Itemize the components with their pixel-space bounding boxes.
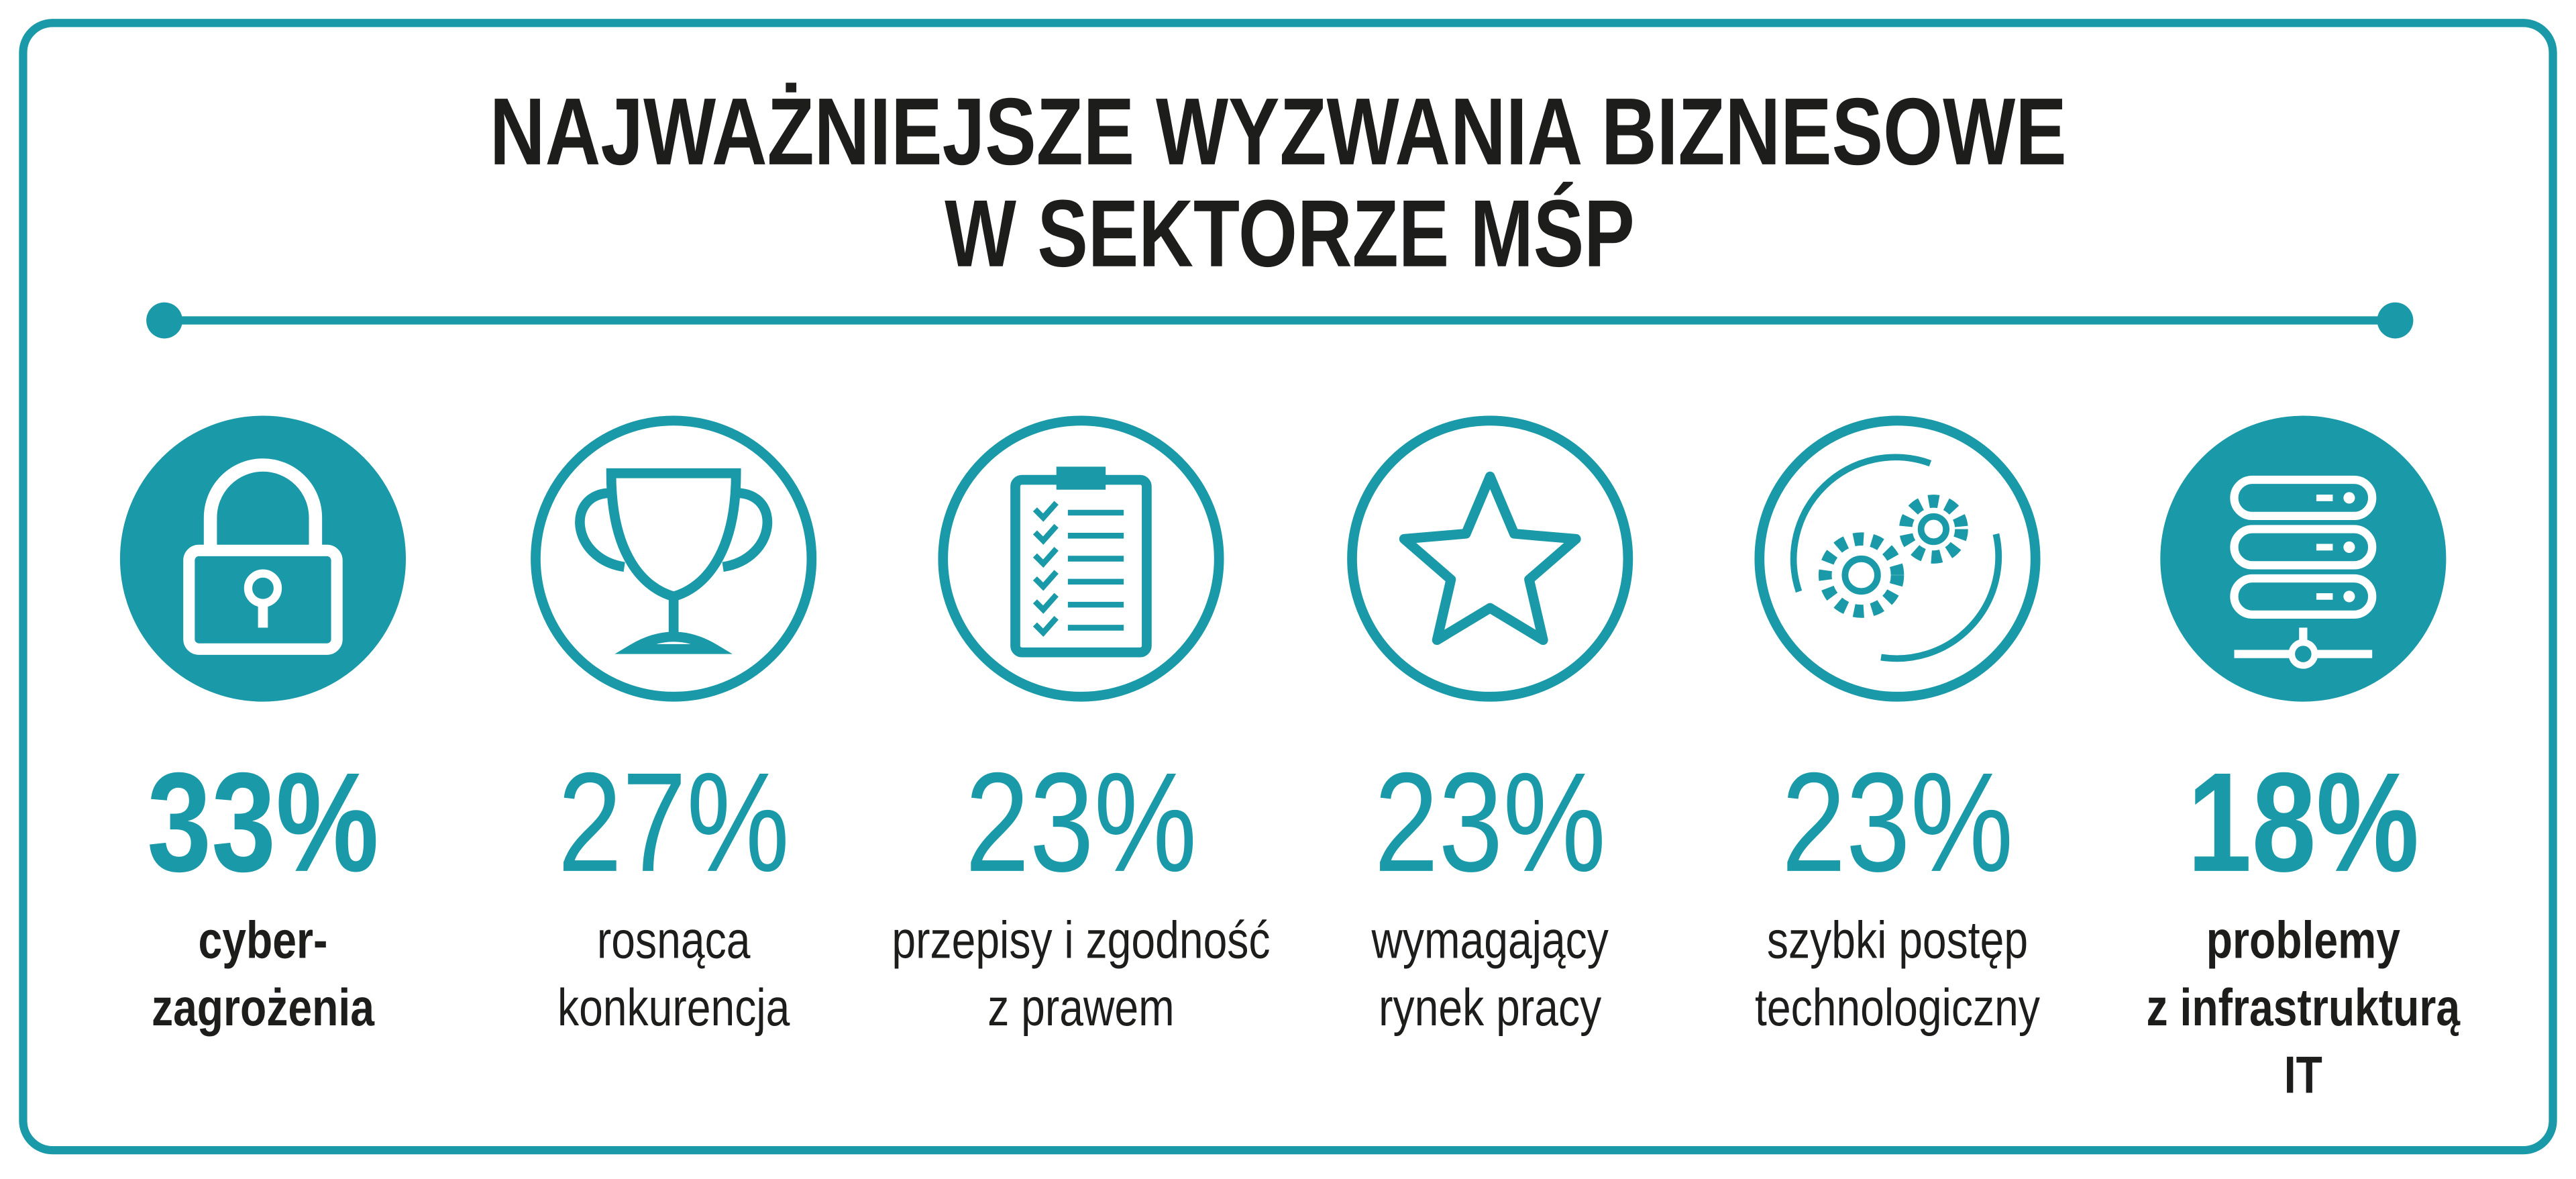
item-label: problemy [2206,911,2400,970]
item-text: 23% przepisy i zgodność z prawem [892,744,1270,1037]
icon-shape [1790,454,2002,662]
item-label: zagrożenia [152,978,375,1037]
item-label: technologiczny [1755,978,2040,1037]
icon-shape [1841,555,1881,595]
item-label: przepisy i zgodność [892,911,1270,970]
item-text: 23% wymagający rynek pracy [1371,744,1609,1037]
divider-dot [2377,302,2414,339]
icon-shape [2230,525,2377,570]
icon-shape [2230,475,2377,521]
icon-shape [1032,501,1124,522]
item-text: 18% problemy z infrastrukturą IT [2147,744,2461,1105]
icon-shape [2343,492,2355,504]
icon-circle [531,415,817,702]
icon-shape [1032,523,1124,545]
icon-shape [1818,532,1904,618]
percent: 33% [147,744,379,901]
item-label: rosnąca [597,911,751,970]
item: 23% wymagający rynek pracy [1347,415,1633,1037]
frame [19,19,2557,1155]
icon-shape [1032,593,1124,614]
item: 23% przepisy i zgodność z prawem [892,415,1271,1037]
item-label: z infrastrukturą [2147,978,2461,1037]
icon-shape [2288,639,2318,669]
item-label: konkurencja [557,978,790,1037]
item-label: rynek pracy [1379,978,1601,1037]
icon-shape [1032,615,1124,637]
item-text: 27% rosnąca konkurencja [557,744,790,1037]
item-label: wymagający [1371,911,1609,970]
icon-shape [2230,574,2377,619]
icon-shape [1032,547,1124,568]
divider-dot [146,302,182,339]
item: 27% rosnąca konkurencja [531,415,817,1037]
item-text: 23% szybki postęp technologiczny [1755,744,2040,1037]
icon-shape [1399,471,1581,646]
item-text: 33% cyber-zagrożenia [147,744,379,1037]
percent: 18% [2188,744,2420,901]
percent: 27% [557,744,790,901]
icon-shape [2343,591,2355,603]
item-label: cyber- [199,911,328,970]
item-label: z prawem [987,978,1174,1037]
item-label: szybki postęp [1767,911,2028,970]
percent: 23% [1782,744,2014,901]
icon-shape [1917,513,1950,546]
icon-circle [1347,415,1633,702]
item: 23% szybki postęp technologiczny [1754,415,2041,1037]
icon-shape [575,468,773,654]
percent: 23% [965,744,1197,901]
icon-shape [1056,466,1106,490]
icon-shape [2343,541,2355,554]
icon-shape [1032,570,1124,591]
item: 18% problemy z infrastrukturą IT [2147,415,2461,1105]
title-line: W SEKTORZE MŚP [945,181,1634,287]
percent: 23% [1374,744,1606,901]
item-label: IT [2284,1045,2322,1104]
title-line: NAJWAŻNIEJSZE WYZWANIA BIZNESOWE [490,79,2067,185]
icon-shape [203,458,323,551]
icon-shape [1898,495,1968,564]
icon-shape [183,544,343,655]
item: 33% cyber-zagrożenia [119,415,407,1037]
